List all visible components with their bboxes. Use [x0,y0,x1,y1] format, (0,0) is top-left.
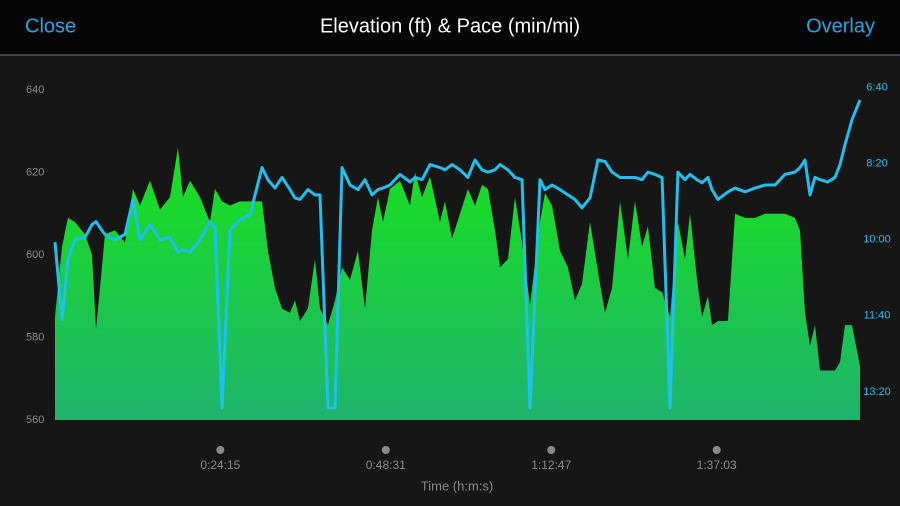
x-tick-label: 0:24:15 [200,458,240,472]
y2-tick-label: 10:00 [863,234,891,246]
header-bar [0,0,900,55]
overlay-button[interactable]: Overlay [806,15,875,37]
x-tick-dot [547,446,556,454]
x-tick-dot [712,446,721,454]
y-tick-label: 640 [26,84,44,96]
y-tick-label: 620 [26,166,44,178]
x-axis-label: Time (h:m:s) [421,478,493,493]
y2-tick-label: 8:20 [866,158,887,170]
y-tick-label: 560 [26,414,44,426]
y2-tick-label: 6:40 [866,82,887,94]
x-tick-label: 0:48:31 [366,458,406,472]
y-tick-label: 580 [26,331,44,343]
pace-line [53,99,862,410]
title: Elevation (ft) & Pace (min/mi) [320,15,580,37]
elevation-area [55,147,860,420]
x-tick-dot [216,446,225,454]
close-button[interactable]: Close [25,15,76,37]
y2-tick-label: 11:40 [864,310,891,322]
x-tick-label: 1:12:47 [531,458,571,472]
y2-tick-label: 13:20 [863,386,891,398]
x-tick-dot [381,446,390,454]
y-tick-label: 600 [26,249,44,261]
x-tick-label: 1:37:03 [697,458,737,472]
